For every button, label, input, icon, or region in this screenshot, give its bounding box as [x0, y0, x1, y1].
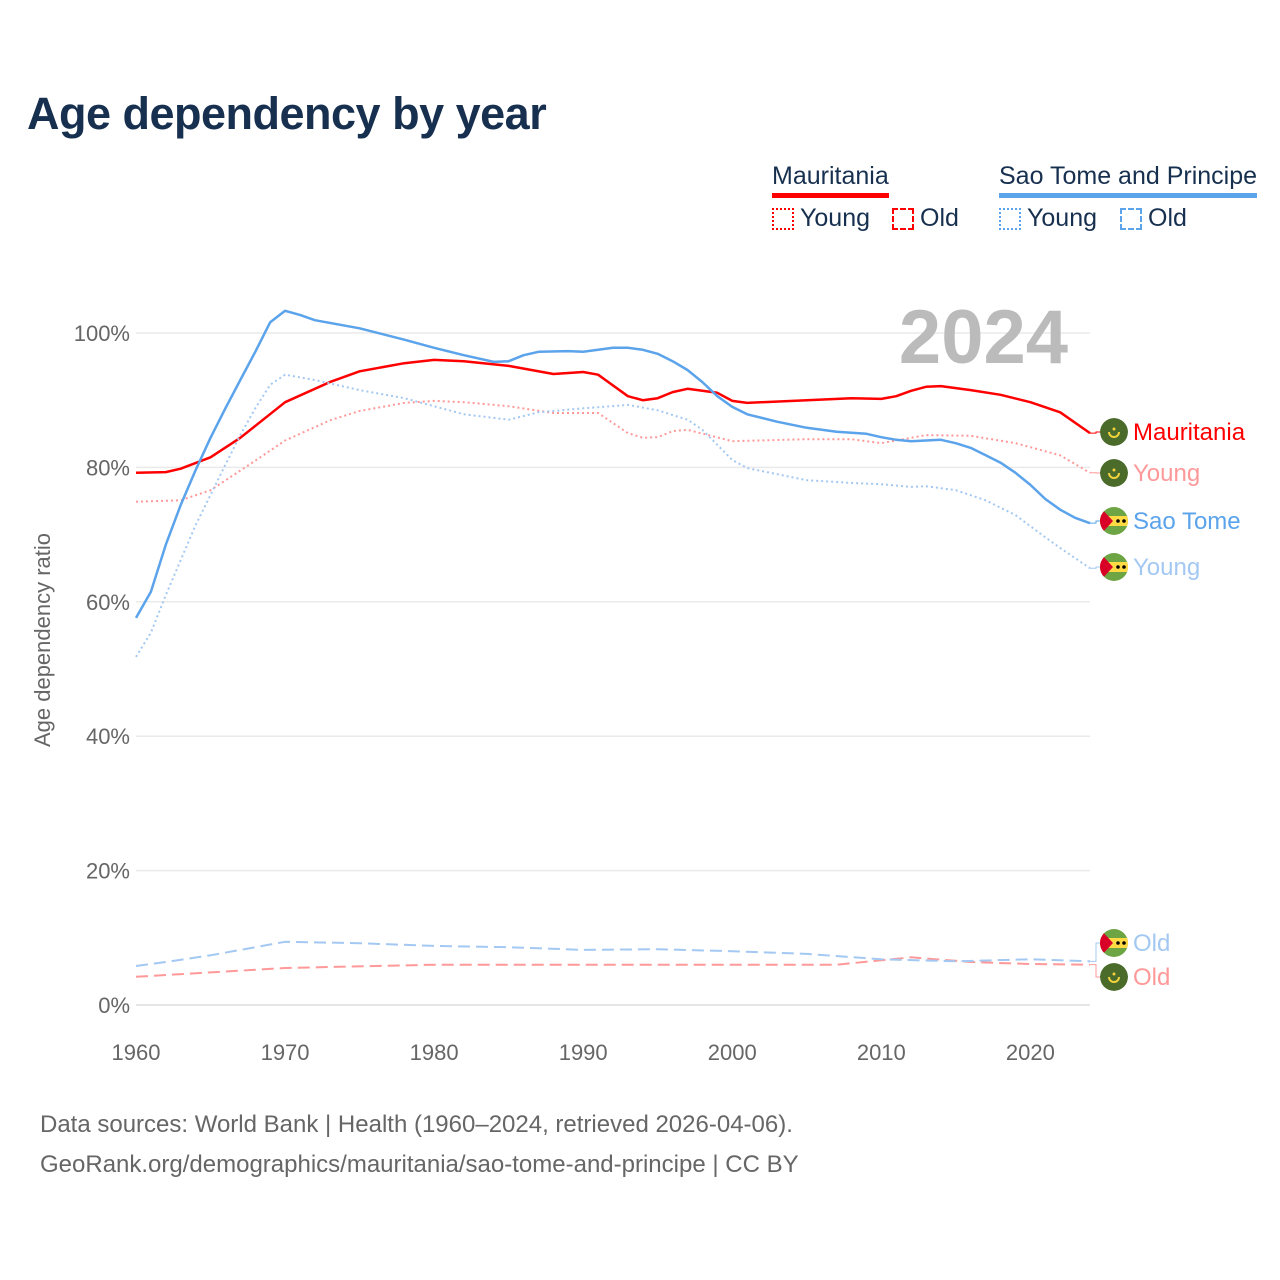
flag-field	[1100, 418, 1128, 446]
star-icon	[1122, 519, 1126, 523]
sao-tome-flag-icon	[1100, 553, 1128, 581]
legend-mauritania-old[interactable]: Old	[892, 204, 959, 233]
legend-label: Young	[800, 204, 870, 232]
dashed-swatch-icon	[892, 207, 914, 230]
series-line-sao-tome-old	[135, 940, 1091, 967]
y-tick-label: 0%	[98, 993, 130, 1018]
star-icon	[1116, 519, 1120, 523]
legend-mauritania[interactable]: Mauritania	[772, 162, 889, 198]
flag-stripe	[1100, 516, 1128, 526]
y-axis-label: Age dependency ratio	[30, 533, 55, 747]
series-line-mauritania-old	[135, 956, 1091, 978]
crescent-icon	[1108, 472, 1120, 479]
series-line-sao-tome-young	[135, 373, 1091, 658]
sao-tome-flag-icon	[1100, 507, 1128, 535]
footer: Data sources: World Bank | Health (1960–…	[40, 1105, 799, 1185]
label-connector	[1090, 942, 1102, 962]
label-connector	[1090, 520, 1102, 524]
end-label: Sao Tome	[1133, 508, 1241, 535]
flag-body	[1100, 459, 1128, 487]
end-label: Young	[1133, 460, 1200, 487]
series-line-sao-tome	[134, 309, 1091, 619]
end-label: Old	[1133, 964, 1170, 991]
dotted-swatch-icon	[999, 207, 1021, 230]
flag-triangle	[1100, 929, 1113, 957]
y-tick-label: 40%	[86, 724, 130, 749]
x-tick-label: 2020	[1006, 1040, 1055, 1065]
legend-mauritania-young[interactable]: Young	[772, 204, 870, 233]
legend-label: Old	[1148, 204, 1187, 232]
star-icon	[1112, 468, 1116, 472]
flag-field	[1100, 963, 1128, 991]
legend-label: Young	[1027, 204, 1097, 232]
y-tick-label: 20%	[86, 859, 130, 884]
legend-sao-tome-old[interactable]: Old	[1120, 204, 1187, 233]
mauritania-flag-icon	[1100, 418, 1128, 446]
crescent-icon	[1108, 976, 1120, 983]
label-connector	[1090, 566, 1102, 569]
flag-triangle	[1100, 553, 1113, 581]
flag-stripe	[1100, 562, 1128, 572]
crescent-icon	[1108, 431, 1120, 438]
dashed-swatch-icon	[1120, 207, 1142, 230]
chart-title: Age dependency by year	[27, 88, 547, 139]
series-line-mauritania-young	[135, 399, 1091, 503]
flag-body	[1100, 418, 1128, 446]
star-icon	[1116, 941, 1120, 945]
y-tick-label: 100%	[74, 321, 130, 346]
sao-tome-flag-icon	[1100, 929, 1128, 957]
mauritania-flag-icon	[1100, 459, 1128, 487]
flag-field	[1100, 459, 1128, 487]
end-label: Old	[1133, 930, 1170, 957]
flag-body	[1100, 553, 1128, 581]
legend-sao-tome-young[interactable]: Young	[999, 204, 1097, 233]
star-icon	[1116, 565, 1120, 569]
data-source: Data sources: World Bank | Health (1960–…	[40, 1111, 793, 1138]
year-watermark: 2024	[899, 295, 1068, 380]
flag-body	[1100, 507, 1128, 535]
label-connector	[1090, 431, 1102, 434]
source-link[interactable]: GeoRank.org/demographics/mauritania/sao-…	[40, 1151, 799, 1178]
end-label: Mauritania	[1133, 419, 1246, 446]
end-label: Young	[1133, 554, 1200, 581]
mauritania-flag-icon	[1100, 963, 1128, 991]
x-tick-label: 1990	[559, 1040, 608, 1065]
flag-body	[1100, 929, 1128, 957]
star-icon	[1122, 565, 1126, 569]
dotted-swatch-icon	[772, 207, 794, 230]
x-tick-label: 2000	[708, 1040, 757, 1065]
star-icon	[1112, 972, 1116, 976]
x-tick-label: 1970	[261, 1040, 310, 1065]
flag-stripe	[1100, 938, 1128, 948]
y-tick-label: 80%	[86, 455, 130, 480]
x-tick-label: 2010	[857, 1040, 906, 1065]
x-tick-label: 1980	[410, 1040, 459, 1065]
star-icon	[1122, 941, 1126, 945]
star-icon	[1112, 427, 1116, 431]
label-connector	[1090, 964, 1102, 978]
flag-triangle	[1100, 507, 1113, 535]
y-tick-label: 60%	[86, 590, 130, 615]
series-line-mauritania	[135, 358, 1091, 475]
x-tick-label: 1960	[112, 1040, 161, 1065]
legend-sao-tome[interactable]: Sao Tome and Principe	[999, 162, 1258, 198]
flag-body	[1100, 963, 1128, 991]
legend-label: Old	[920, 204, 959, 232]
